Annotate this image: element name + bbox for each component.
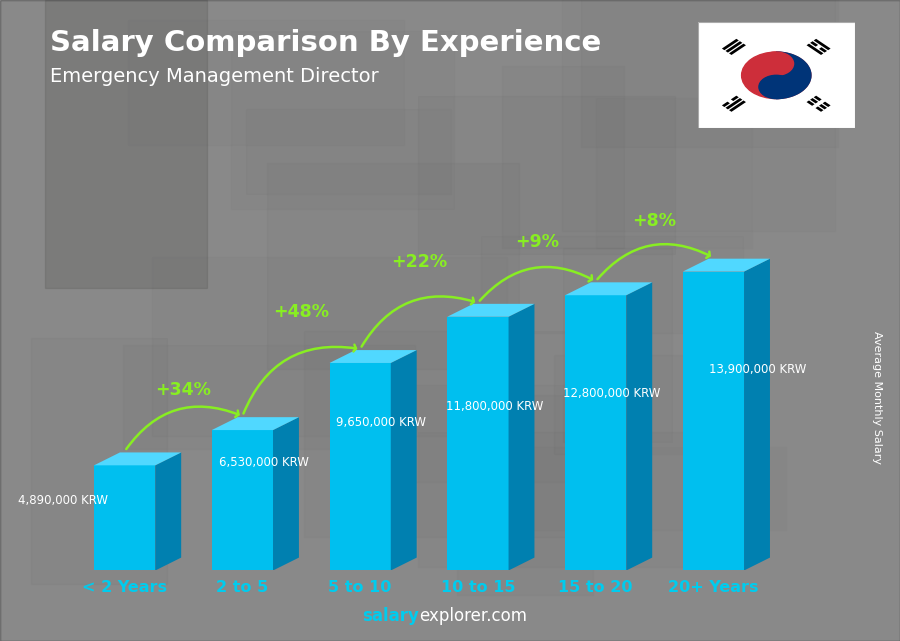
Polygon shape [806,44,824,55]
Polygon shape [626,282,652,570]
Bar [256,283,443,489]
Text: Salary Comparison By Experience: Salary Comparison By Experience [50,29,601,57]
Bar [104,407,418,491]
Polygon shape [814,39,831,50]
Polygon shape [683,272,744,570]
Text: Average Monthly Salary: Average Monthly Salary [872,331,883,464]
Bar [276,379,422,457]
Polygon shape [819,104,827,110]
Polygon shape [683,259,770,272]
Polygon shape [819,47,827,53]
Polygon shape [814,96,822,101]
Polygon shape [722,102,730,107]
Polygon shape [744,259,770,570]
Polygon shape [815,106,824,112]
Text: explorer.com: explorer.com [419,607,527,625]
Bar [173,97,339,221]
Polygon shape [273,417,299,570]
Bar [434,186,685,319]
Text: +9%: +9% [515,233,559,251]
Polygon shape [391,350,417,570]
Text: +22%: +22% [391,253,447,271]
Polygon shape [729,44,746,55]
Polygon shape [806,101,814,106]
Polygon shape [329,363,391,570]
Polygon shape [725,41,742,53]
Bar [338,101,666,205]
Text: 13,900,000 KRW: 13,900,000 KRW [709,363,807,376]
Polygon shape [725,98,742,110]
Circle shape [759,52,794,75]
Polygon shape [565,282,652,296]
Polygon shape [212,430,273,570]
Bar [105,0,440,149]
Polygon shape [508,304,535,570]
Bar [356,387,685,593]
Bar [505,262,864,410]
Bar [386,192,512,272]
Polygon shape [156,453,181,570]
Text: +48%: +48% [274,303,329,322]
Text: 4,890,000 KRW: 4,890,000 KRW [18,494,108,508]
Bar [382,97,643,210]
Polygon shape [731,96,739,101]
Text: 6,530,000 KRW: 6,530,000 KRW [219,456,309,469]
Polygon shape [94,465,156,570]
Polygon shape [94,453,181,465]
Circle shape [742,52,811,99]
Text: Emergency Management Director: Emergency Management Director [50,67,378,87]
Text: +34%: +34% [156,381,212,399]
Polygon shape [810,41,818,47]
Bar [350,444,469,514]
Text: +8%: +8% [633,212,677,229]
Bar [580,53,681,193]
Polygon shape [565,296,626,570]
Polygon shape [810,98,818,103]
Bar [145,1,489,168]
Text: 9,650,000 KRW: 9,650,000 KRW [337,417,427,429]
Polygon shape [722,39,739,50]
Circle shape [759,75,794,99]
Polygon shape [447,304,535,317]
Bar [400,104,495,310]
Bar [542,0,900,158]
Bar [428,271,686,372]
Polygon shape [776,52,811,99]
Bar [45,0,207,288]
Bar [16,466,298,564]
Polygon shape [212,417,299,430]
Bar [198,63,510,263]
Text: 11,800,000 KRW: 11,800,000 KRW [446,400,543,413]
Text: salary: salary [363,607,419,625]
Text: 12,800,000 KRW: 12,800,000 KRW [563,387,661,400]
Polygon shape [447,317,508,570]
Polygon shape [329,350,417,363]
Bar [589,99,766,170]
Polygon shape [729,101,746,112]
Polygon shape [823,102,831,107]
